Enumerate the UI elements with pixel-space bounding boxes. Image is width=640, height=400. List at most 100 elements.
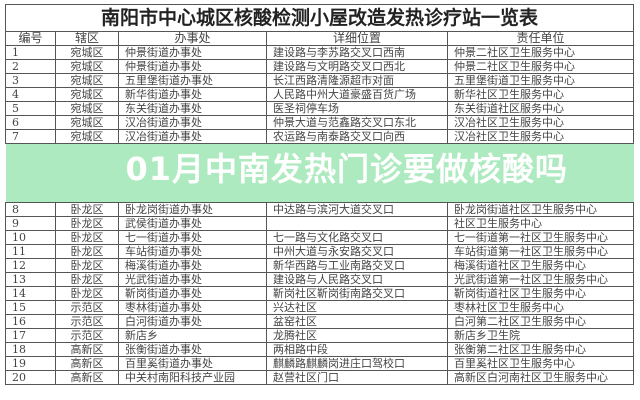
table-cell: 新华街道办事处: [118, 87, 267, 102]
table-cell: 五里堡街道办事处: [118, 73, 267, 88]
table-cell: 汉冶社区卫生服务中心: [447, 129, 634, 144]
table-row: 17 示范区 新店乡 龙腾社区 新店乡卫生院: [5, 328, 634, 343]
table-cell: 中州大道与永安路交叉口: [266, 244, 448, 259]
table-cell: 仲景大道与范鑫路交叉口东北: [266, 115, 448, 130]
table-cell: 卧龙区: [55, 258, 119, 273]
table-cell: 汉冶街道办事处: [118, 115, 267, 130]
table-cell: 卧龙区: [55, 272, 119, 287]
table-cell: 11: [5, 244, 56, 259]
table-cell: 七一路与文化路交叉口: [266, 230, 448, 245]
table-row: 16 示范区 白河街道办事处 盆窑社区 白河第二社区卫生服务中心: [5, 314, 634, 329]
table-row: 2 宛城区 仲景街道办事处 建设路与文明路交叉口西北 仲景二社区卫生服务中心: [5, 59, 634, 74]
table-cell: 15: [5, 300, 56, 315]
table-cell: 8: [5, 202, 56, 217]
table-cell: 麒麟路麒麟岗进庄口驾校口: [266, 356, 448, 371]
table-cell: 社区卫生服务中心: [447, 216, 634, 231]
table-cell: 19: [5, 356, 56, 371]
column-header: 编号: [5, 31, 56, 46]
table-cell: 7: [5, 129, 56, 144]
table-cell: 卧龙区: [55, 216, 119, 231]
table-cell: 百里奚街道办事处: [118, 356, 267, 371]
table-cell: 兴达社区: [266, 300, 448, 315]
headline-text: 01月中南发热门诊要做核酸吗: [125, 150, 569, 188]
table-cell: 高新区白河南社区卫生服务中心: [447, 370, 634, 385]
table-cell: 两相路中段: [266, 342, 448, 357]
table-cell: 2: [5, 59, 56, 74]
table-row: 6 宛城区 汉冶街道办事处 仲景大道与范鑫路交叉口东北 汉冶社区卫生服务中心: [5, 115, 634, 130]
table-cell: 16: [5, 314, 56, 329]
table-cell: 农运路与南泰路交叉口向西: [266, 129, 448, 144]
table-cell: 宛城区: [55, 45, 119, 60]
table-row: 11 卧龙区 车站街道办事处 中州大道与永安路交叉口 车站街道第一社区卫生服务中心: [5, 244, 634, 259]
table-row: 19 高新区 百里奚街道办事处 麒麟路麒麟岗进庄口驾校口 百里奚社区卫生服务中心: [5, 356, 634, 371]
table-cell: 靳岗街道社区卫生服务中心: [447, 286, 634, 301]
table-cell: 汉冶街道办事处: [118, 129, 267, 144]
headline-banner: 01月中南发热门诊要做核酸吗: [5, 143, 634, 203]
table-cell: 白河第二社区卫生服务中心: [447, 314, 634, 329]
table-cell: 建设路与李苏路交叉口西南: [266, 45, 448, 60]
table-cell: 示范区: [55, 328, 119, 343]
table-cell: 白河街道办事处: [118, 314, 267, 329]
table-cell: 宛城区: [55, 115, 119, 130]
header-row: 编号 辖区 办事处 详细位置 责任单位: [5, 31, 634, 46]
table-cell: 仲景二社区卫生服务中心: [447, 59, 634, 74]
headline-banner-cell: 01月中南发热门诊要做核酸吗: [5, 143, 634, 203]
table-row: 8 卧龙区 卧龙岗街道办事处 中达路与滨河大道交叉口 卧龙岗街道社区卫生服务中心: [5, 202, 634, 217]
table-cell: 卧龙岗街道社区卫生服务中心: [447, 202, 634, 217]
table-cell: 张衡第二社区卫生服务中心: [447, 342, 634, 357]
table-cell: 七一街道办事处: [118, 230, 267, 245]
table-cell: 18: [5, 342, 56, 357]
table-cell: 建设路与文明路交叉口西北: [266, 59, 448, 74]
table-cell: 靳岗社区靳岗街南路交叉口: [266, 286, 448, 301]
table-row: 1 宛城区 仲景街道办事处 建设路与李苏路交叉口西南 仲景二社区卫生服务中心: [5, 45, 634, 60]
table-cell: 宛城区: [55, 73, 119, 88]
table-cell: 3: [5, 73, 56, 88]
table-cell: 五里堡街道卫生服务中心: [447, 73, 634, 88]
table-cell: 赵营社区门口: [266, 370, 448, 385]
table-row: 13 卧龙区 光武街道办事处 建设路与人民路交叉口 光武街道第一社区卫生服务中心: [5, 272, 634, 287]
table-cell: 高新区: [55, 370, 119, 385]
column-header: 办事处: [118, 31, 267, 46]
fever-clinic-table: 南阳市中心城区核酸检测小屋改造发热诊疗站一览表 编号 辖区 办事处 详细位置 责任单位 …: [5, 4, 634, 385]
table-cell: 仲景街道办事处: [118, 45, 267, 60]
table-cell: 6: [5, 115, 56, 130]
table-row: 14 卧龙区 靳岗街道办事处 靳岗社区靳岗街南路交叉口 靳岗街道社区卫生服务中心: [5, 286, 634, 301]
table-cell: 东关街道办事处: [118, 101, 267, 116]
table-cell: 梅溪街道办事处: [118, 258, 267, 273]
table-cell: 5: [5, 101, 56, 116]
table-row: 12 卧龙区 梅溪街道办事处 新华西路与工业南路交叉口 梅溪街道社区卫生服务中心: [5, 258, 634, 273]
table-row: 10 卧龙区 七一街道办事处 七一路与文化路交叉口 七一街道第一社区卫生服务中心: [5, 230, 634, 245]
table-cell: 卧龙区: [55, 286, 119, 301]
table-cell: 枣林街道办事处: [118, 300, 267, 315]
table-cell: 医圣祠停车场: [266, 101, 448, 116]
table-row: 15 示范区 枣林街道办事处 兴达社区 枣林社区卫生服务中心: [5, 300, 634, 315]
table-cell: 盆窑社区: [266, 314, 448, 329]
table-cell: 枣林社区卫生服务中心: [447, 300, 634, 315]
table-cell: 仲景街道办事处: [118, 59, 267, 74]
table-title: 南阳市中心城区核酸检测小屋改造发热诊疗站一览表: [5, 4, 634, 32]
table-cell: 卧龙岗街道办事处: [118, 202, 267, 217]
table-cell: 卧龙区: [55, 202, 119, 217]
table-cell: 17: [5, 328, 56, 343]
table-cell: 长江西路清隆源超市对面: [266, 73, 448, 88]
table-row: 4 宛城区 新华街道办事处 人民路中州大道豪盛百货广场 新华社区卫生服务中心: [5, 87, 634, 102]
table-cell: 1: [5, 45, 56, 60]
table-cell: 宛城区: [55, 87, 119, 102]
table-cell: 新店乡卫生院: [447, 328, 634, 343]
table-cell: 建设路与人民路交叉口: [266, 272, 448, 287]
table-cell: 中关村南阳科技产业园: [118, 370, 267, 385]
table-row: 3 宛城区 五里堡街道办事处 长江西路清隆源超市对面 五里堡街道卫生服务中心: [5, 73, 634, 88]
table-cell: 仲景二社区卫生服务中心: [447, 45, 634, 60]
column-header: 责任单位: [447, 31, 634, 46]
table-cell: 梅溪街道社区卫生服务中心: [447, 258, 634, 273]
table-cell: 光武街道第一社区卫生服务中心: [447, 272, 634, 287]
table-row: 7 宛城区 汉冶街道办事处 农运路与南泰路交叉口向西 汉冶社区卫生服务中心: [5, 129, 634, 144]
table-cell: 东关街道社区服务中心: [447, 101, 634, 116]
table-cell: 龙腾社区: [266, 328, 448, 343]
table-cell: 新店乡: [118, 328, 267, 343]
table-cell: 靳岗街道办事处: [118, 286, 267, 301]
column-header: 辖区: [55, 31, 119, 46]
table-cell: 张衡街道办事处: [118, 342, 267, 357]
table-row: 20 高新区 中关村南阳科技产业园 赵营社区门口 高新区白河南社区卫生服务中心: [5, 370, 634, 385]
table-cell: 宛城区: [55, 59, 119, 74]
